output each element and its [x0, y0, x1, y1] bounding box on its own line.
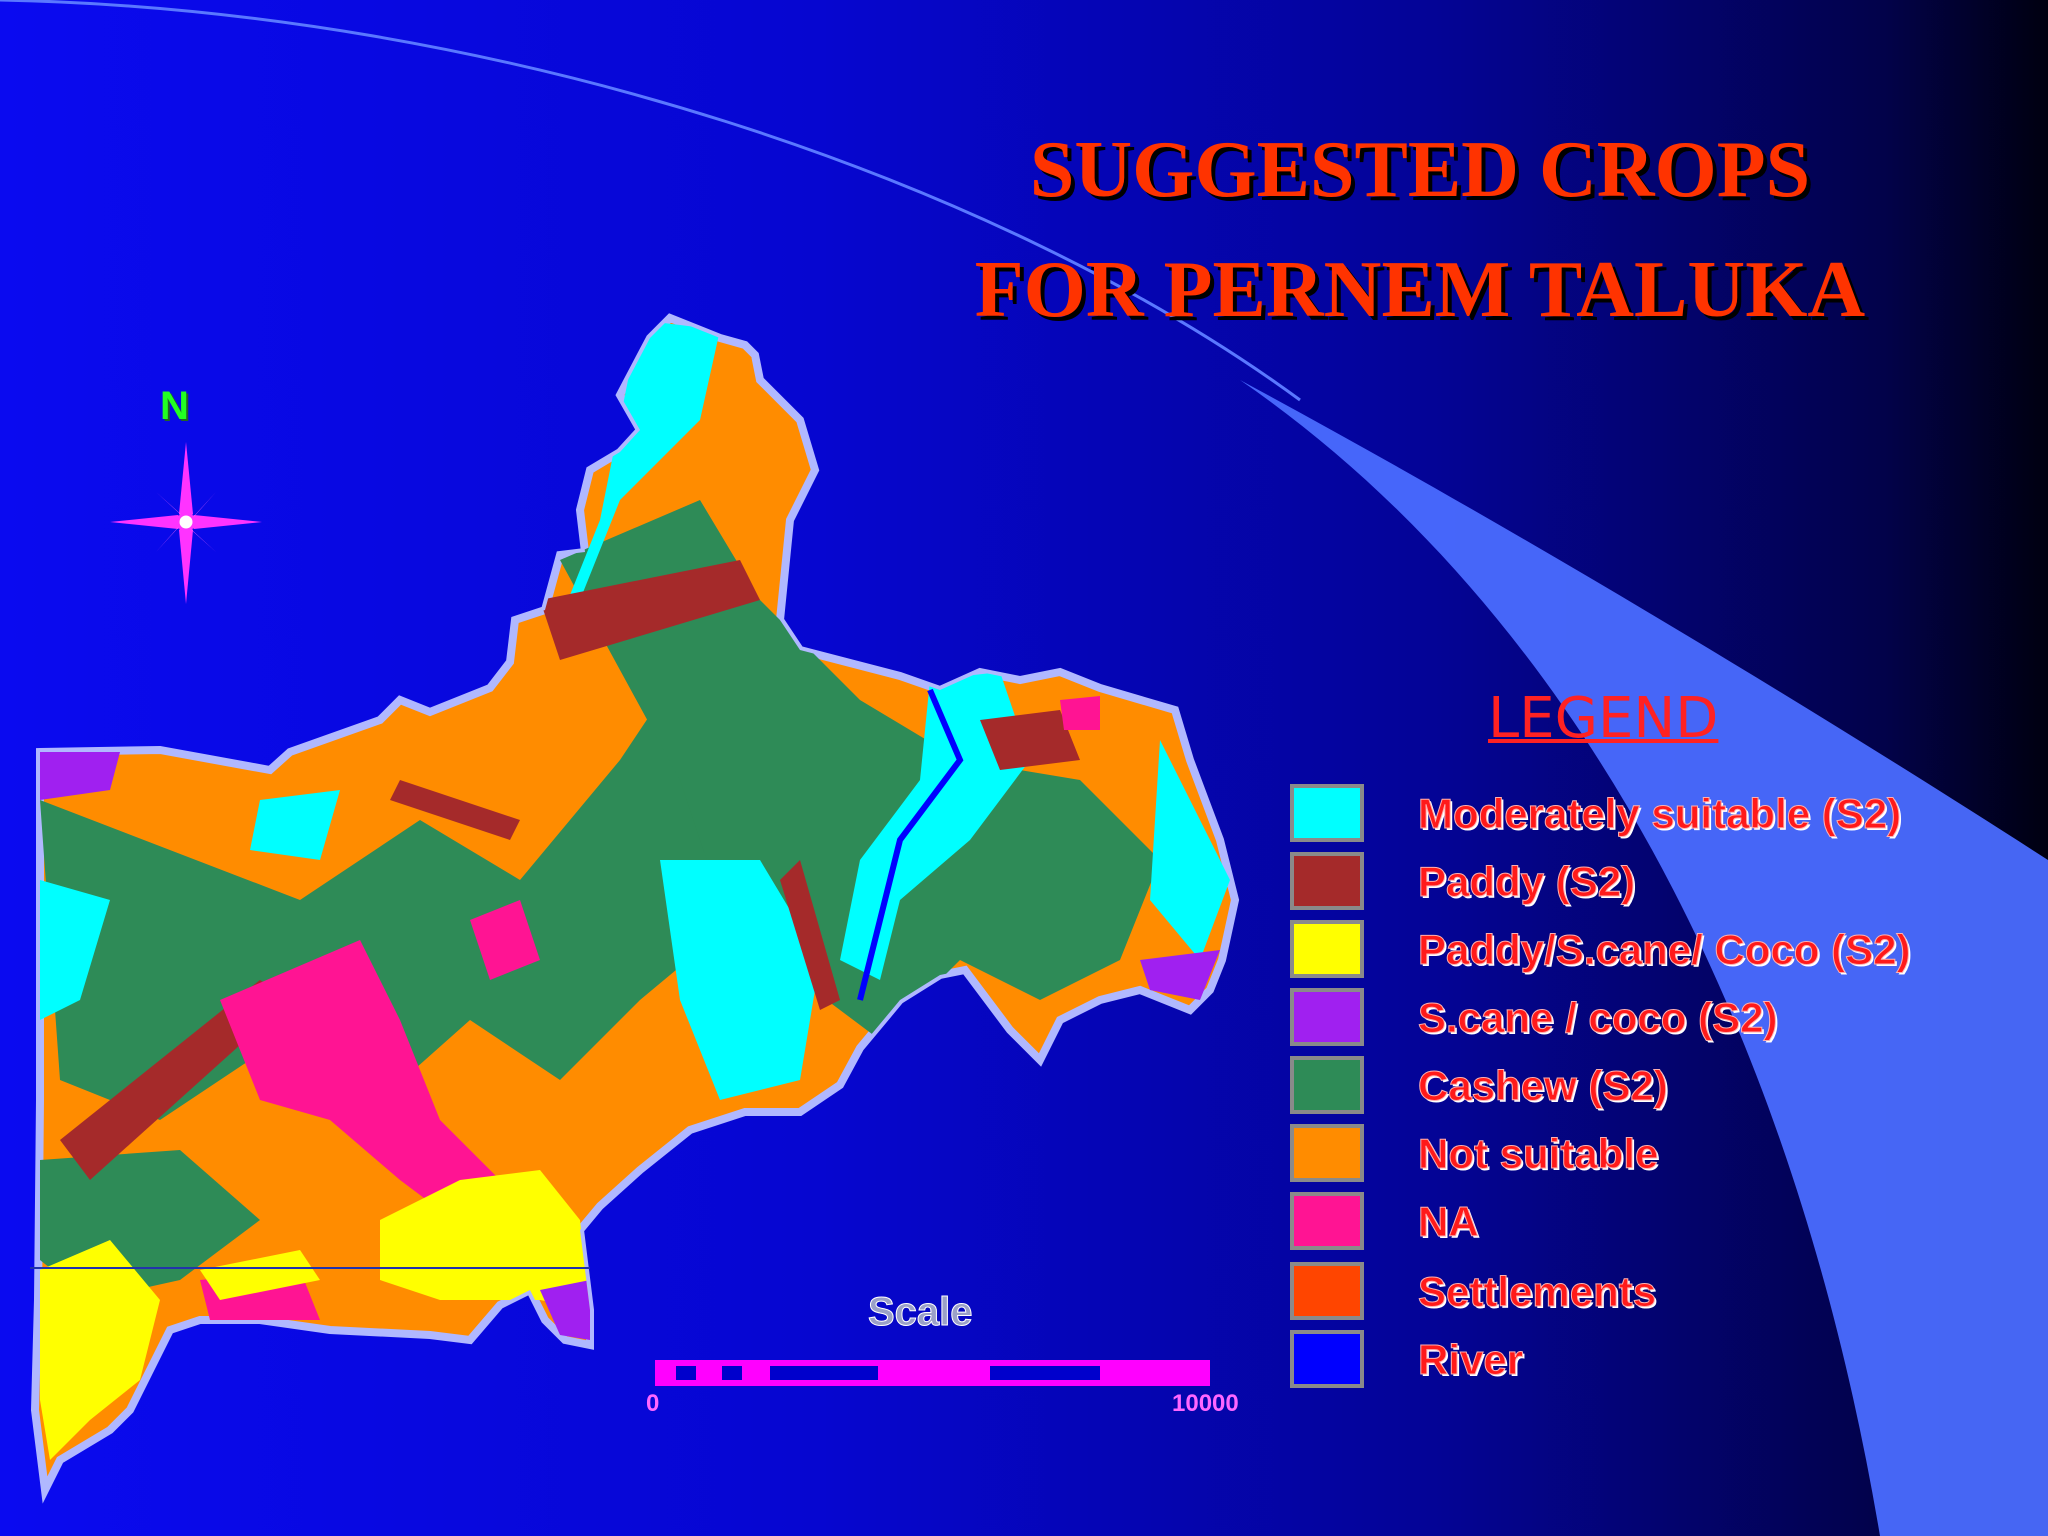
- legend-swatch: [1290, 852, 1364, 910]
- compass-rose-icon: [110, 442, 262, 604]
- legend-swatch: [1290, 1056, 1364, 1114]
- paddy-scane-coco-zone: [40, 1240, 160, 1460]
- legend-label: NA: [1418, 1198, 1480, 1246]
- scale-bar-base: [655, 1360, 1210, 1386]
- legend-swatch: [1290, 1124, 1364, 1182]
- legend-label: Moderately suitable (S2): [1417, 790, 1902, 838]
- scale-bar-segment: [770, 1366, 878, 1380]
- legend-swatch: [1290, 1262, 1364, 1320]
- scale-bar-segment: [722, 1366, 742, 1380]
- legend-label: River: [1417, 1336, 1524, 1384]
- north-label: N: [160, 384, 189, 428]
- legend-label: Not suitable: [1417, 1130, 1659, 1178]
- paddy-zone: [540, 560, 760, 660]
- pernem-taluka-map: [30, 313, 1240, 1504]
- legend-swatch: [1290, 920, 1364, 978]
- legend-swatch: [1290, 784, 1364, 842]
- legend-title: LEGEND: [1488, 686, 1719, 751]
- scale-title: Scale: [868, 1290, 974, 1335]
- legend-label: Settlements: [1417, 1268, 1657, 1316]
- legend-label: Paddy/S.cane/ Coco (S2): [1417, 926, 1911, 974]
- moderately-suitable-zone: [660, 860, 820, 1100]
- moderately-suitable-zone: [250, 790, 340, 860]
- legend-swatch: [1290, 1330, 1364, 1388]
- moderately-suitable-zone: [1150, 740, 1230, 960]
- na-zone: [220, 940, 520, 1240]
- legend-swatch: [1290, 988, 1364, 1046]
- title-line-1: SUGGESTED CROPS: [1029, 126, 1811, 214]
- paddy-zone: [780, 860, 840, 1010]
- scane-coco-zone: [40, 752, 120, 800]
- scale-bar-segment: [990, 1366, 1100, 1380]
- scane-coco-zone: [1140, 950, 1220, 1000]
- legend-swatch: [1290, 1192, 1364, 1250]
- scale-bar-segment: [676, 1366, 696, 1380]
- scane-coco-zone: [540, 1280, 590, 1340]
- scale-min-label: 0: [646, 1390, 660, 1417]
- thin-arc-line: [0, 0, 1301, 402]
- moderately-suitable-zone: [480, 320, 720, 700]
- paddy-scane-coco-zone: [200, 1250, 320, 1300]
- paddy-zone: [390, 780, 520, 840]
- cashew-zone: [560, 500, 1160, 1040]
- title-line-2: FOR PERNEM TALUKA: [974, 246, 1866, 334]
- na-zone: [1060, 696, 1100, 730]
- scale-bar: [655, 1360, 1210, 1386]
- na-zone: [470, 900, 540, 980]
- moderately-suitable-zone: [840, 672, 1030, 980]
- legend-label: S.cane / coco (S2): [1417, 994, 1778, 1042]
- paddy-zone: [980, 710, 1080, 770]
- scale-max-label: 10000: [1172, 1390, 1239, 1417]
- river-channel: [857, 688, 964, 1001]
- paddy-scane-coco-zone: [380, 1170, 590, 1310]
- legend-label: Paddy (S2): [1417, 858, 1636, 906]
- legend-label: Cashew (S2): [1418, 1062, 1669, 1110]
- moderately-suitable-zone: [40, 880, 110, 1020]
- light-blue-swoosh: [1240, 380, 2048, 1536]
